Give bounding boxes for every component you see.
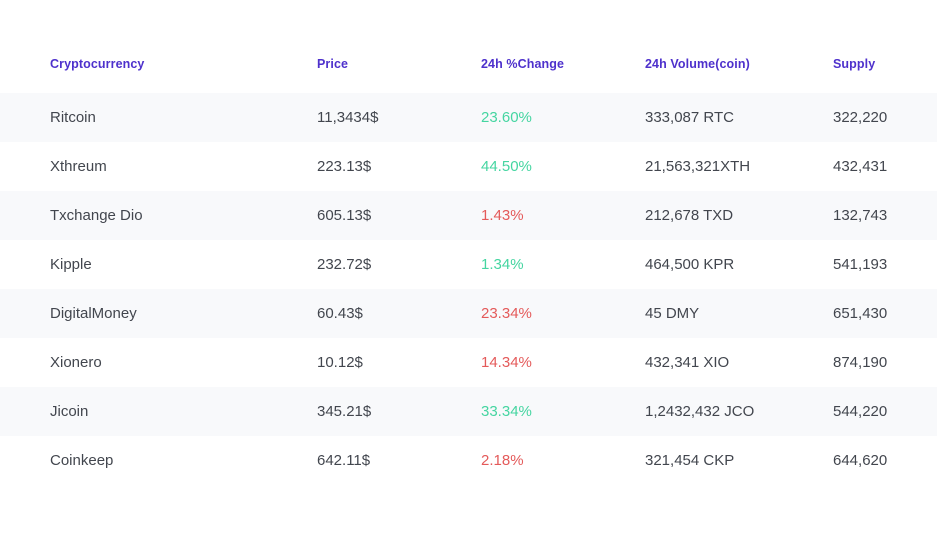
column-header-volume[interactable]: 24h Volume(coin): [645, 56, 750, 71]
column-header-change[interactable]: 24h %Change: [481, 56, 565, 71]
table-header: Cryptocurrency Price 24h %Change 24h Vol…: [0, 44, 937, 93]
table-row[interactable]: Kipple 232.72$ 1.34% 464,500 KPR 541,193: [0, 240, 937, 289]
table-row[interactable]: Ritcoin 11,3434$ 23.60% 333,087 RTC 322,220: [0, 93, 937, 142]
cell-volume: 21,563,321XTH: [645, 158, 751, 175]
cell-volume: 464,500 KPR: [645, 256, 735, 273]
cell-volume: 212,678 TXD: [645, 207, 734, 224]
cell-volume: 45 DMY: [645, 305, 700, 322]
table-header-row: Cryptocurrency Price 24h %Change 24h Vol…: [0, 44, 937, 93]
cell-change: 23.60%: [481, 109, 532, 126]
cell-name: DigitalMoney: [50, 305, 137, 322]
crypto-table: Cryptocurrency Price 24h %Change 24h Vol…: [0, 44, 937, 485]
table-row[interactable]: DigitalMoney 60.43$ 23.34% 45 DMY 651,430: [0, 289, 937, 338]
cell-volume: 432,341 XIO: [645, 354, 730, 371]
cell-supply: 874,190: [833, 354, 888, 371]
cell-change: 33.34%: [481, 403, 532, 420]
crypto-table-body: Ritcoin 11,3434$ 23.60% 333,087 RTC 322,220 X…: [0, 93, 937, 485]
cell-price: 10.12$: [317, 354, 363, 371]
cell-change: 1.43%: [481, 207, 524, 224]
cell-supply: 432,431: [833, 158, 888, 175]
cell-supply: 644,620: [833, 452, 888, 469]
cell-volume: 321,454 CKP: [645, 452, 735, 469]
cell-supply: 544,220: [833, 403, 888, 420]
cell-name: Xionero: [50, 354, 102, 371]
table-row[interactable]: Jicoin 345.21$ 33.34% 1,2432,432 JCO 544,220: [0, 387, 937, 436]
cell-change: 1.34%: [481, 256, 524, 273]
cell-name: Xthreum: [50, 158, 107, 175]
column-header-cryptocurrency[interactable]: Cryptocurrency: [50, 56, 145, 71]
cell-supply: 132,743: [833, 207, 888, 224]
cell-volume: 333,087 RTC: [645, 109, 734, 126]
cell-volume: 1,2432,432 JCO: [645, 403, 755, 420]
cell-price: 223.13$: [317, 158, 372, 175]
column-header-supply[interactable]: Supply: [833, 56, 876, 71]
cell-change: 14.34%: [481, 354, 532, 371]
cell-price: 232.72$: [317, 256, 372, 273]
cell-price: 605.13$: [317, 207, 372, 224]
cell-change: 23.34%: [481, 305, 532, 322]
cell-change: 2.18%: [481, 452, 524, 469]
cell-price: 60.43$: [317, 305, 363, 322]
cell-name: Jicoin: [50, 403, 89, 420]
table-row[interactable]: Txchange Dio 605.13$ 1.43% 212,678 TXD 132,7…: [0, 191, 937, 240]
cell-supply: 541,193: [833, 256, 888, 273]
cell-price: 345.21$: [317, 403, 372, 420]
cell-supply: 651,430: [833, 305, 888, 322]
cell-change: 44.50%: [481, 158, 532, 175]
cell-price: 11,3434$: [317, 109, 379, 126]
cell-price: 642.11$: [317, 452, 371, 469]
cell-supply: 322,220: [833, 109, 888, 126]
cell-name: Coinkeep: [50, 452, 114, 469]
cell-name: Ritcoin: [50, 109, 96, 126]
table-row[interactable]: Xionero 10.12$ 14.34% 432,341 XIO 874,190: [0, 338, 937, 387]
column-header-price[interactable]: Price: [317, 56, 349, 71]
cell-name: Kipple: [50, 256, 92, 273]
table-row[interactable]: Xthreum 223.13$ 44.50% 21,563,321XTH 432,431: [0, 142, 937, 191]
cell-name: Txchange Dio: [50, 207, 143, 224]
table-row[interactable]: Coinkeep 642.11$ 2.18% 321,454 CKP 644,620: [0, 436, 937, 485]
